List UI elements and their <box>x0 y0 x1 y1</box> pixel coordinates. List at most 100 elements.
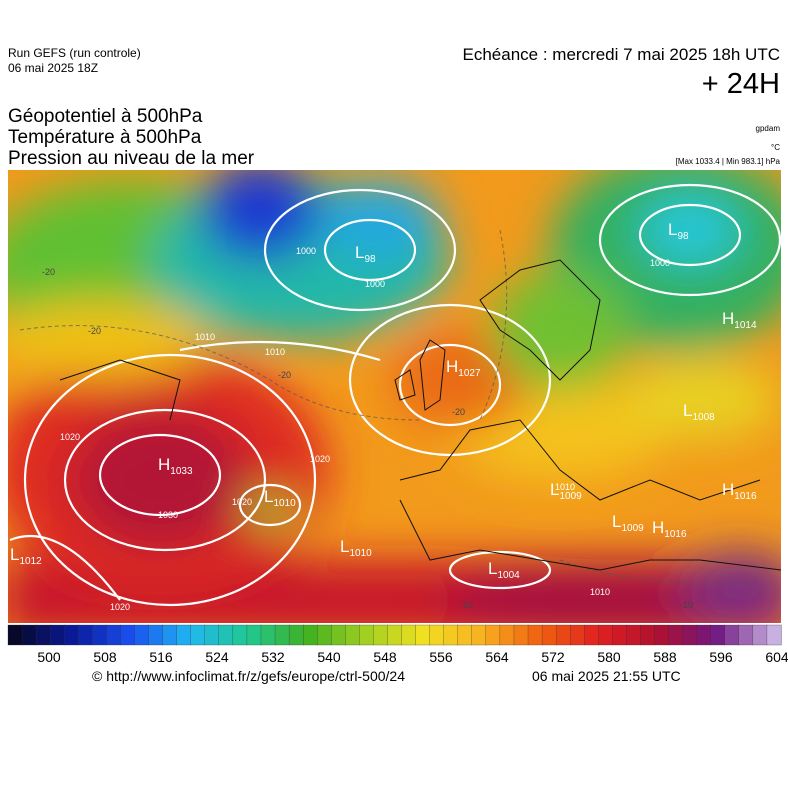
colorbar-cell <box>134 624 150 646</box>
colorbar-label: 596 <box>709 649 733 665</box>
run-date: 06 mai 2025 18Z <box>8 61 99 75</box>
coastlines <box>59 259 781 571</box>
colorbar-cell <box>176 624 192 646</box>
colorbar-cell <box>696 624 712 646</box>
lead: + 24H <box>701 68 780 100</box>
colorbar-cell <box>64 624 79 646</box>
colorbar-cell <box>232 624 248 646</box>
colorbar-cell <box>766 624 782 646</box>
colorbar-cell <box>246 624 262 646</box>
field: Pression au niveau de la mer <box>8 148 255 169</box>
colorbar-cell <box>541 624 557 646</box>
colorbar-label: 500 <box>37 649 61 665</box>
colorbar-cell <box>317 624 332 646</box>
pressure-center: L1008 <box>683 401 715 423</box>
isobar-label: 1010 <box>265 347 285 357</box>
isobar-label: 1030 <box>158 510 178 520</box>
pressure-center: L1010 <box>264 487 296 509</box>
colorbar-cell <box>373 624 389 646</box>
colorbar-cell <box>274 624 290 646</box>
colorbar-cell <box>345 624 361 646</box>
colorbar-cell <box>598 624 613 646</box>
colorbar-cell <box>527 624 543 646</box>
footer-time: 06 mai 2025 21:55 UTC <box>532 668 681 684</box>
isobar-label: 1010 <box>195 332 215 342</box>
pressure-center: H1027 <box>446 357 481 379</box>
colorbar-label: 604 <box>765 649 788 665</box>
colorbar-label: 548 <box>373 649 397 665</box>
footer-url: © http://www.infoclimat.fr/z/gefs/europe… <box>92 668 406 684</box>
temperature-label: -20 <box>88 326 101 336</box>
isobar-label: 1020 <box>310 454 330 464</box>
isobars <box>9 183 781 607</box>
colorbar-label: 508 <box>93 649 117 665</box>
colorbar-cell <box>485 624 501 646</box>
unit: gpdam <box>755 124 780 133</box>
colorbar-cell <box>302 624 318 646</box>
temperature-label: -20 <box>452 407 465 417</box>
isobar-label: 1020 <box>60 432 80 442</box>
colorbar-cell <box>668 624 684 646</box>
colorbar-cell <box>401 624 417 646</box>
temperature-label: -20 <box>278 370 291 380</box>
colorbar-cell <box>50 624 65 646</box>
colorbar-cell <box>359 624 375 646</box>
pressure-center: H1016 <box>652 518 687 540</box>
colorbar-label: 556 <box>429 649 453 665</box>
isobar-label: 1010 <box>555 482 575 492</box>
pressure-center: L1004 <box>488 559 520 581</box>
colorbar-cell <box>218 624 234 646</box>
colorbar-cell <box>752 624 768 646</box>
pressure-center: H1014 <box>722 309 757 331</box>
colorbar-label: 588 <box>653 649 677 665</box>
colorbar-cell <box>92 624 108 646</box>
echeance: Echéance : mercredi 7 mai 2025 18h UTC <box>462 45 781 64</box>
colorbar-cell <box>499 624 515 646</box>
pressure-center: L1012 <box>10 545 42 567</box>
colorbar-label: 516 <box>149 649 173 665</box>
isobar-label: 1020 <box>110 602 130 612</box>
colorbar-cell <box>190 624 206 646</box>
colorbar-cell <box>78 624 93 646</box>
field: Géopotentiel à 500hPa <box>8 106 203 127</box>
colorbar-cell <box>710 624 726 646</box>
colorbar-cell <box>682 624 698 646</box>
colorbar-label: 524 <box>205 649 229 665</box>
pressure-center: H1016 <box>722 480 757 502</box>
pressure-center: L98 <box>355 243 376 265</box>
temperature-label: -10 <box>680 600 693 610</box>
colorbar-cell <box>415 624 431 646</box>
colorbar: 500 508 516 524 532 540 548 556 564 572 580 588 596 6… <box>7 624 788 665</box>
field: Température à 500hPa <box>8 127 202 148</box>
colorbar-cell <box>654 624 670 646</box>
colorbar-cell <box>331 624 346 646</box>
colorbar-cell <box>471 624 487 646</box>
unit: °C <box>771 143 780 152</box>
colorbar-cell <box>724 624 740 646</box>
temperature-label: -20 <box>42 267 55 277</box>
colorbar-cell <box>513 624 529 646</box>
pressure-center: H1033 <box>158 455 193 477</box>
colorbar-cell <box>555 624 571 646</box>
colorbar-label: 532 <box>261 649 285 665</box>
colorbar-cell <box>148 624 164 646</box>
map-labels: H1033 L1010 L1010 L1004 H1027 L98 L98 H1014 L100… <box>10 220 757 612</box>
isobar-label: 1000 <box>365 279 385 289</box>
field-shading <box>8 170 781 623</box>
colorbar-cell <box>443 624 459 646</box>
temperature-label: -10 <box>460 600 473 610</box>
colorbar-cell <box>260 624 276 646</box>
pressure-center: L1009 <box>612 512 644 534</box>
colorbar-label: 564 <box>485 649 509 665</box>
colorbar-cell <box>738 624 754 646</box>
pressure-center: L98 <box>668 220 689 242</box>
colorbar-cell <box>387 624 403 646</box>
isobar-label: 1010 <box>590 587 610 597</box>
colorbar-cell <box>106 624 122 646</box>
isobar-label: 1000 <box>296 246 316 256</box>
colorbar-cell <box>120 624 136 646</box>
isobar-label: 1020 <box>232 497 252 507</box>
colorbar-cell <box>570 624 585 646</box>
